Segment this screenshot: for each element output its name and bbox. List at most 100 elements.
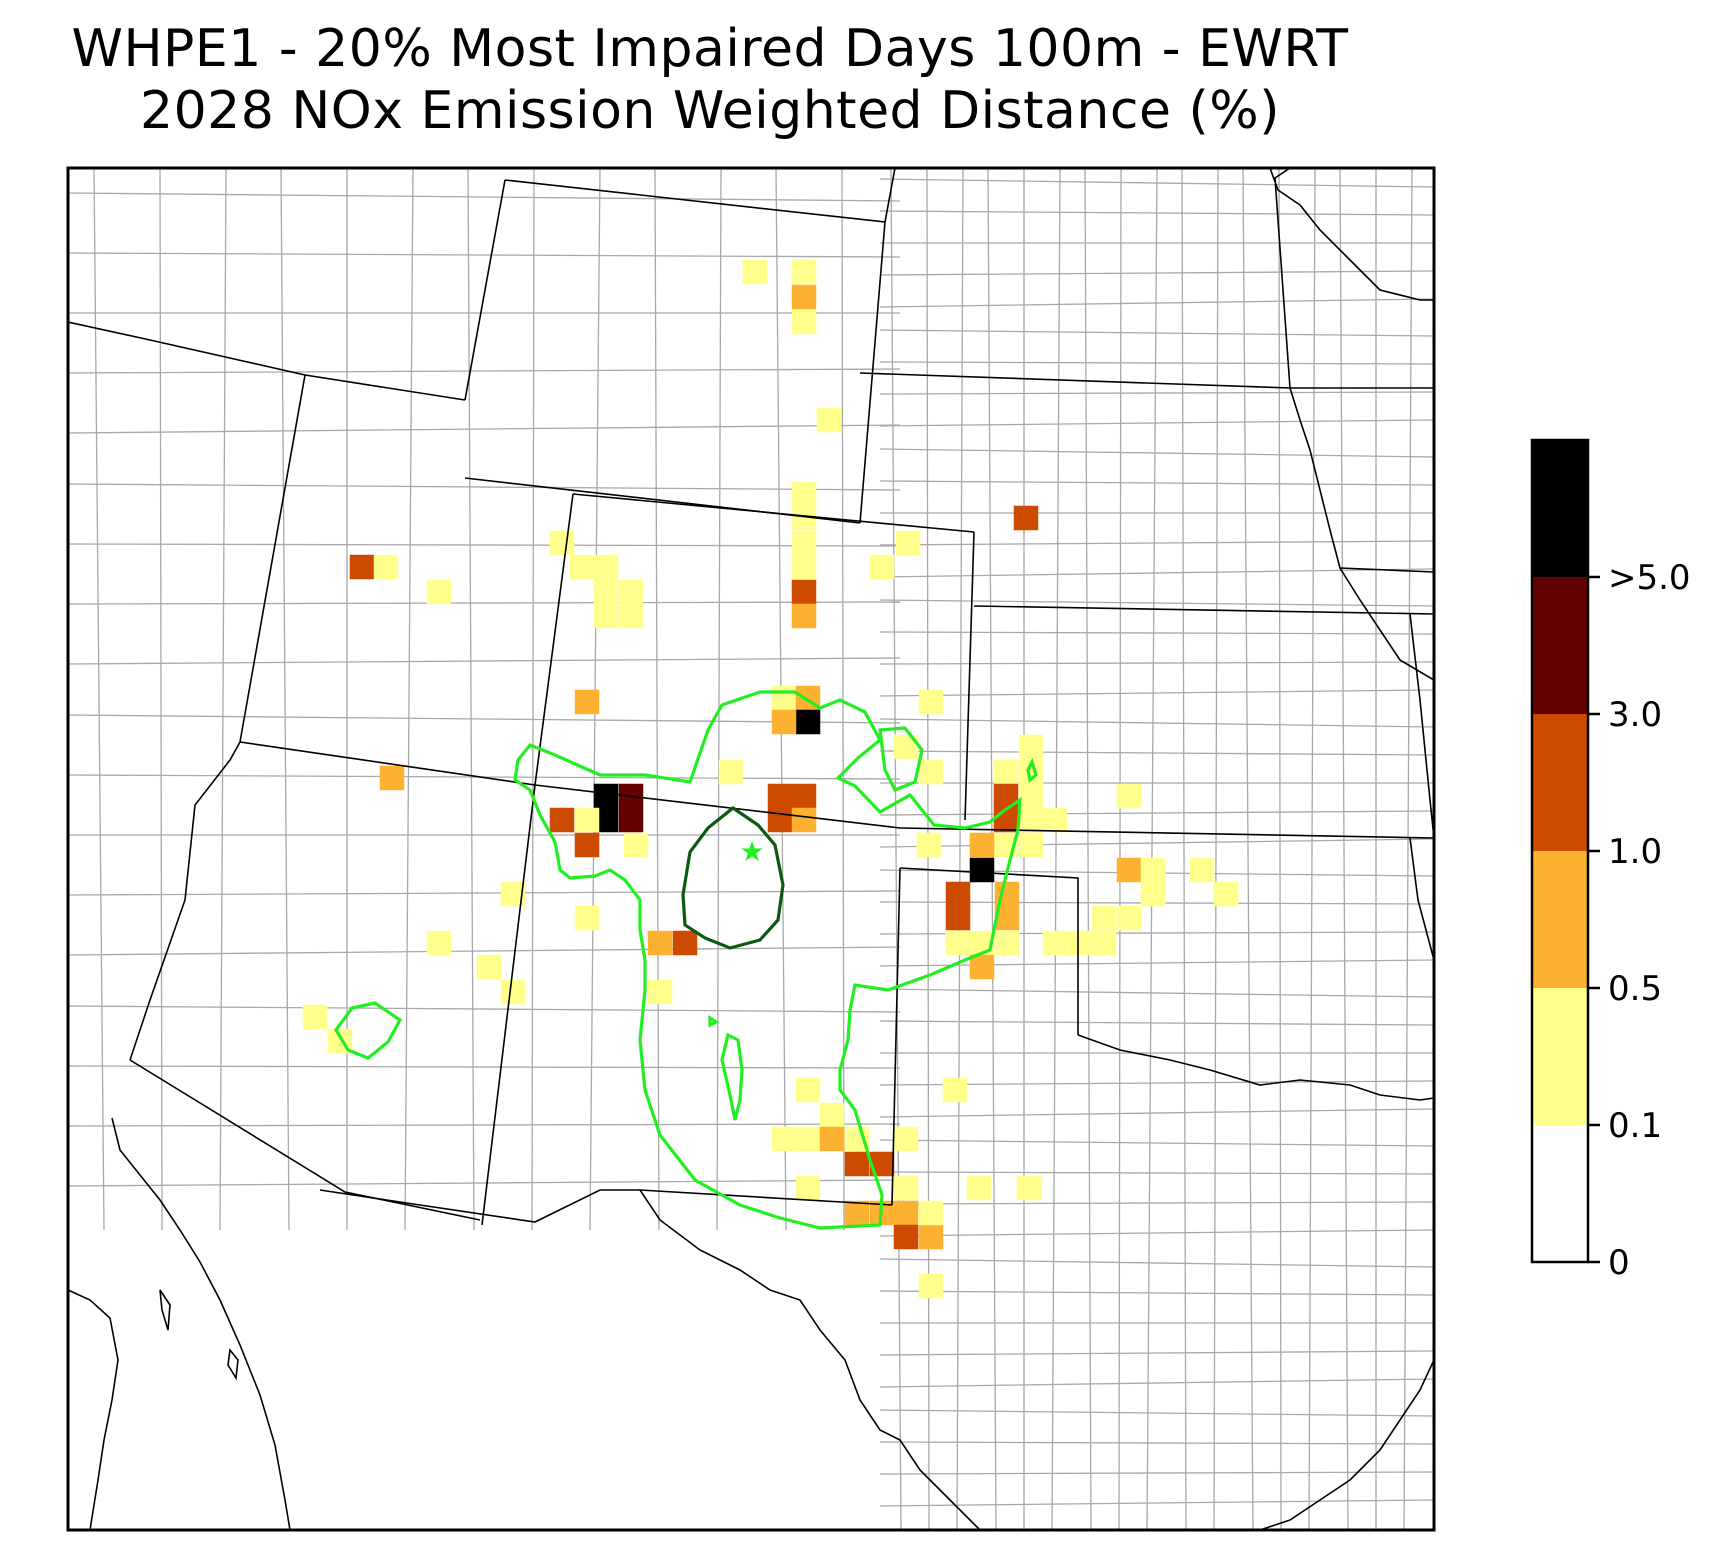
county-line <box>68 1179 901 1187</box>
county-line <box>879 540 1434 546</box>
colorbar-swatch <box>1532 851 1588 988</box>
emission-cell <box>918 1200 944 1226</box>
county-line <box>879 210 1434 216</box>
emission-cell <box>373 554 399 580</box>
county-line <box>68 192 901 202</box>
emission-cell <box>795 709 821 735</box>
emission-cell <box>618 807 644 833</box>
small-contour-east <box>878 726 924 793</box>
emission-cell <box>771 709 797 735</box>
emission-cell <box>593 783 619 809</box>
colorbar-labels: 0 0.1 0.5 1.0 3.0 >5.0 <box>1608 558 1691 1283</box>
county-line <box>879 810 1434 816</box>
county-line <box>68 543 901 547</box>
county-line <box>879 1020 1434 1026</box>
emission-cell <box>918 1273 944 1299</box>
emission-cell <box>993 759 1019 785</box>
county-line <box>93 168 105 1231</box>
county-line <box>879 689 1434 697</box>
county-line <box>68 424 901 434</box>
colorbar-swatch <box>1532 1125 1588 1262</box>
emission-cell <box>893 1126 919 1152</box>
county-line <box>68 601 901 605</box>
county-line <box>879 1350 1434 1356</box>
county-line <box>879 1108 1434 1118</box>
county-line <box>879 419 1434 427</box>
emission-cell <box>791 284 817 310</box>
county-line <box>68 890 901 896</box>
colorbar-swatch <box>1532 988 1588 1125</box>
emission-cell <box>994 930 1020 956</box>
county-line <box>879 631 1434 635</box>
state-boundaries <box>68 168 1434 1226</box>
county-line <box>879 361 1434 365</box>
small-contour-west <box>334 1001 403 1060</box>
emission-cell <box>1018 832 1044 858</box>
emission-cell <box>569 554 595 580</box>
emission-cell <box>916 832 942 858</box>
county-line <box>1308 168 1316 1530</box>
county-line <box>68 1123 901 1127</box>
county-line <box>879 1258 1434 1268</box>
colorbar-tick-label: 1.0 <box>1608 832 1662 872</box>
county-line <box>879 750 1434 756</box>
emission-cell <box>969 832 995 858</box>
emission-cell <box>349 554 375 580</box>
county-line <box>879 1471 1434 1475</box>
emission-cell <box>1140 881 1166 907</box>
emission-cell <box>767 783 793 809</box>
county-line <box>716 168 722 1231</box>
emission-cell <box>574 905 600 931</box>
emission-cell <box>791 603 817 629</box>
county-line <box>1242 168 1254 1530</box>
county-line <box>879 661 1434 665</box>
emission-cell <box>647 979 673 1005</box>
county-line <box>1403 168 1413 1530</box>
emission-cell <box>1042 807 1068 833</box>
county-line <box>1213 168 1219 1530</box>
emission-cell <box>771 685 797 711</box>
emission-cell <box>791 309 817 335</box>
emission-cell <box>1018 807 1044 833</box>
county-line <box>1146 168 1158 1530</box>
emission-cell <box>1042 930 1068 956</box>
emission-cell <box>767 807 793 833</box>
county-line <box>879 480 1434 486</box>
emission-cell <box>795 1126 821 1152</box>
county-line <box>68 1065 901 1069</box>
emission-cell <box>918 1224 944 1250</box>
county-line <box>1278 168 1282 1530</box>
county-line <box>879 988 1434 998</box>
county-line <box>280 168 290 1231</box>
emission-cell <box>791 259 817 285</box>
county-line <box>654 168 660 1231</box>
emission-cell <box>426 930 452 956</box>
emission-cell <box>844 1151 870 1177</box>
outer-contour <box>513 690 1022 1230</box>
map-frame <box>66 166 1436 1532</box>
emission-cell <box>623 832 649 858</box>
emission-cell <box>593 554 619 580</box>
county-line <box>879 329 1434 337</box>
emission-cell <box>1091 930 1117 956</box>
emission-cell <box>574 689 600 715</box>
county-line <box>531 168 535 1231</box>
emission-cell <box>476 954 502 980</box>
county-line <box>879 1229 1434 1237</box>
emission-cell <box>618 579 644 605</box>
county-line <box>956 168 964 1530</box>
emission-cell <box>1116 783 1142 809</box>
emission-cell <box>500 979 526 1005</box>
county-line <box>879 1201 1434 1205</box>
emission-cell <box>819 1102 845 1128</box>
county-line <box>1118 168 1122 1530</box>
map-title: WHPE1 - 20% Most Impaired Days 100m - EW… <box>0 18 1420 142</box>
emission-cell <box>993 807 1019 833</box>
county-line <box>879 718 1434 728</box>
emission-cell <box>593 579 619 605</box>
emission-cell <box>1140 857 1166 883</box>
emission-cell <box>574 807 600 833</box>
county-line <box>879 1080 1434 1086</box>
emission-cell <box>1116 857 1142 883</box>
